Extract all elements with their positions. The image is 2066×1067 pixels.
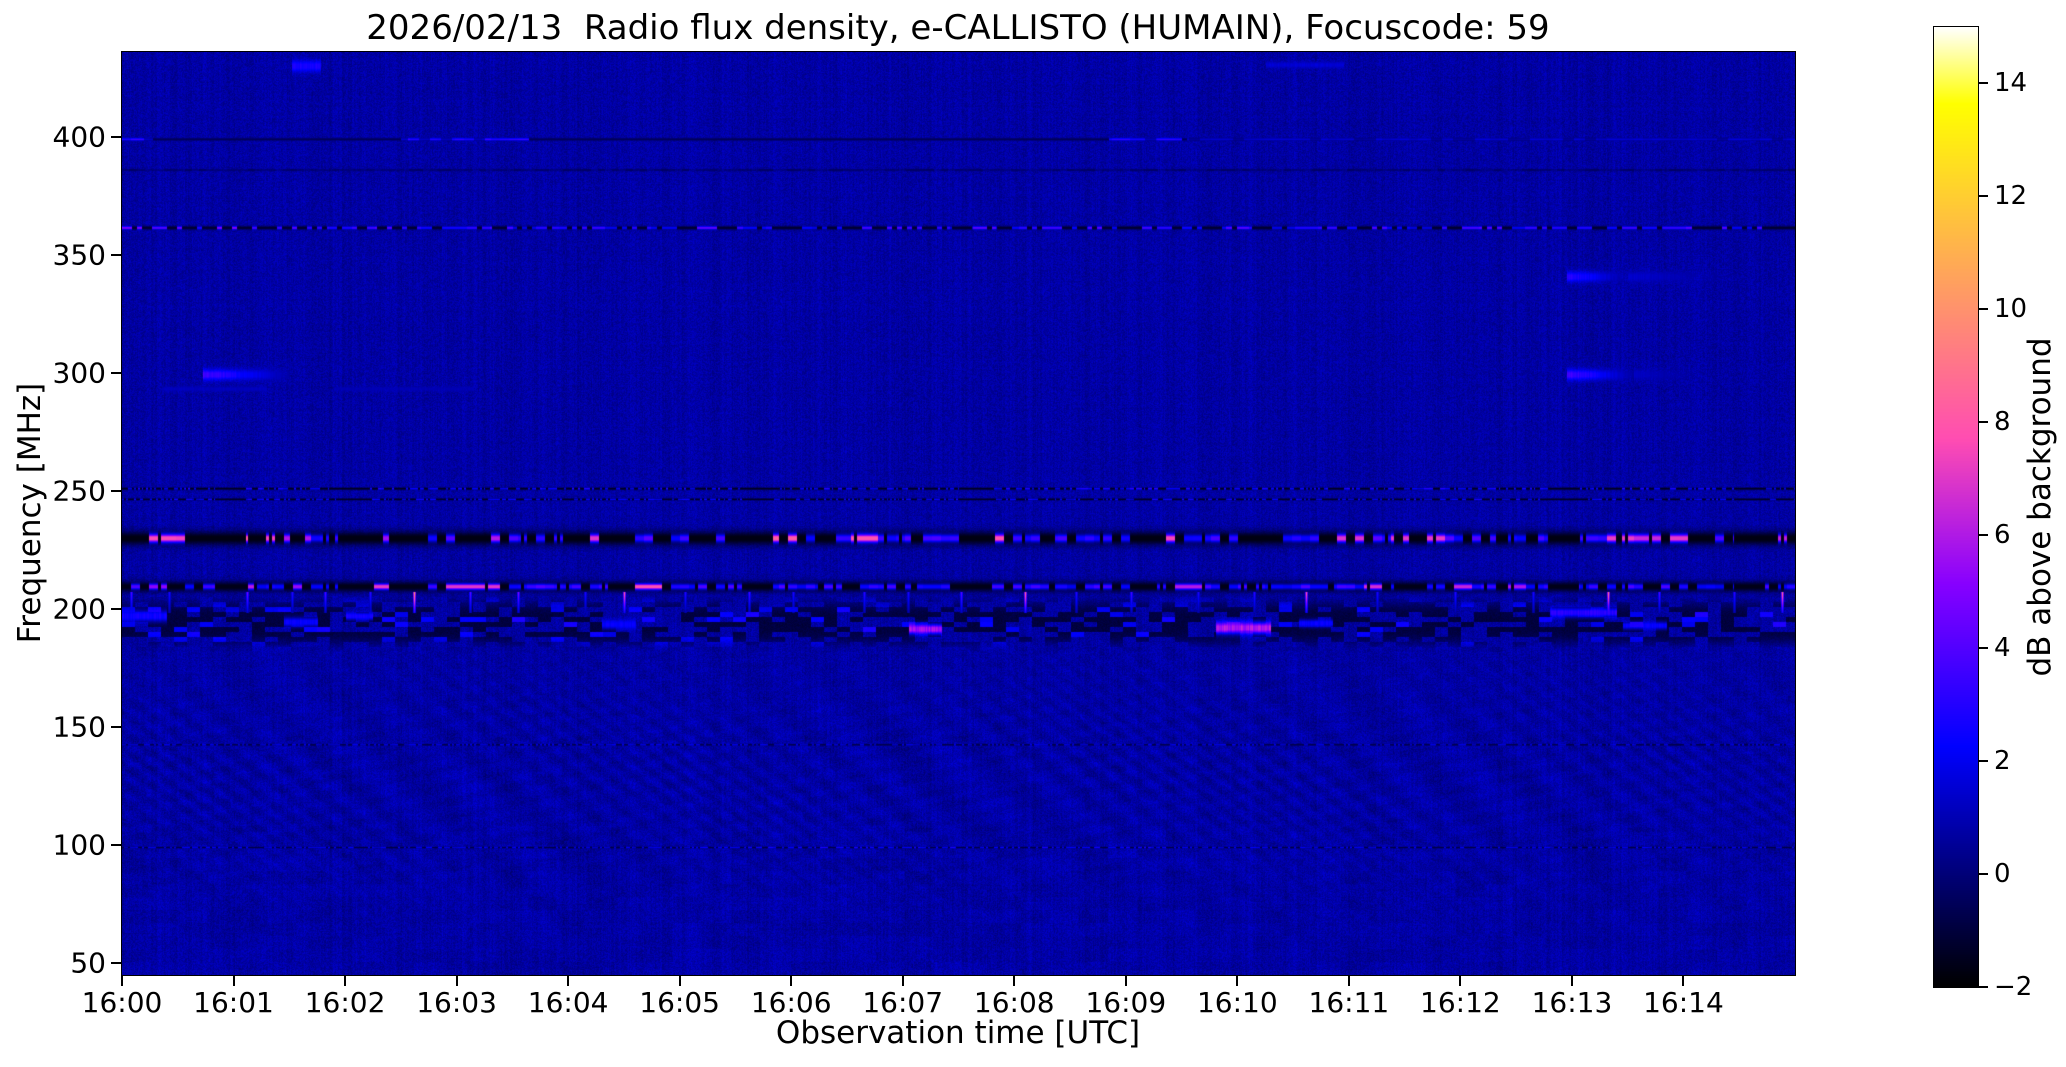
x-tick-label: 16:02 xyxy=(304,986,386,1019)
colorbar-tick-label: −2 xyxy=(1994,972,2033,1002)
colorbar-gradient xyxy=(1934,27,1978,987)
x-tick xyxy=(1236,976,1239,986)
x-tick xyxy=(121,976,123,986)
y-tick-label: 400 xyxy=(52,120,106,154)
x-tick xyxy=(678,976,681,986)
y-tick xyxy=(111,962,121,965)
colorbar-tick xyxy=(1979,534,1988,537)
colorbar xyxy=(1933,26,1979,988)
x-tick-label: 16:04 xyxy=(527,986,609,1019)
y-tick xyxy=(111,490,121,493)
x-tick xyxy=(1459,976,1462,986)
colorbar-tick-label: 0 xyxy=(1994,859,2011,890)
x-tick-label: 16:11 xyxy=(1308,986,1390,1019)
x-tick xyxy=(1013,976,1016,986)
colorbar-tick xyxy=(1979,760,1988,763)
colorbar-tick-label: 10 xyxy=(1994,294,2028,325)
colorbar-tick xyxy=(1979,647,1988,650)
colorbar-tick xyxy=(1979,421,1988,424)
chart-title: 2026/02/13 Radio flux density, e-CALLIST… xyxy=(366,8,1550,48)
colorbar-tick xyxy=(1979,986,1988,988)
colorbar-tick-label: 6 xyxy=(1994,520,2011,551)
colorbar-tick-label: 8 xyxy=(1994,407,2011,438)
colorbar-label: dB above background xyxy=(2022,337,2058,677)
x-tick xyxy=(1347,976,1350,986)
x-tick xyxy=(567,976,570,986)
x-tick-label: 16:14 xyxy=(1643,986,1724,1019)
y-tick xyxy=(111,254,121,256)
y-tick xyxy=(111,726,121,729)
x-tick xyxy=(344,976,347,986)
colorbar-tick xyxy=(1979,873,1988,876)
x-tick-label: 16:09 xyxy=(1085,986,1167,1019)
x-tick xyxy=(1124,976,1127,986)
x-tick-label: 16:00 xyxy=(81,986,163,1019)
x-tick-label: 16:07 xyxy=(862,986,944,1019)
x-tick-label: 16:12 xyxy=(1420,986,1501,1019)
y-tick xyxy=(111,372,121,375)
y-tick xyxy=(111,844,121,847)
y-tick xyxy=(111,608,121,611)
plot-area xyxy=(121,51,1796,976)
colorbar-tick-label: 2 xyxy=(1994,746,2011,777)
x-tick-label: 16:01 xyxy=(193,986,274,1019)
spectrogram-canvas xyxy=(122,52,1795,975)
x-tick-label: 16:13 xyxy=(1531,986,1613,1019)
y-tick-label: 50 xyxy=(70,946,106,980)
colorbar-tick-label: 14 xyxy=(1994,68,2028,99)
colorbar-tick xyxy=(1979,195,1988,198)
x-tick xyxy=(790,976,793,986)
y-tick-label: 300 xyxy=(52,356,106,390)
y-tick-label: 100 xyxy=(52,828,106,862)
x-axis-label: Observation time [UTC] xyxy=(775,1015,1141,1051)
x-tick-label: 16:10 xyxy=(1196,986,1278,1019)
x-tick xyxy=(1682,976,1685,986)
x-tick-label: 16:08 xyxy=(973,986,1055,1019)
x-tick xyxy=(455,976,458,986)
colorbar-tick xyxy=(1979,308,1988,311)
x-tick-label: 16:06 xyxy=(750,986,832,1019)
colorbar-tick-label: 4 xyxy=(1994,633,2011,664)
y-tick xyxy=(111,135,121,138)
x-tick-label: 16:03 xyxy=(416,986,497,1019)
x-tick xyxy=(232,976,235,986)
y-tick-label: 200 xyxy=(52,592,106,626)
y-tick-label: 150 xyxy=(52,710,106,744)
x-tick-label: 16:05 xyxy=(639,986,721,1019)
colorbar-tick-label: 12 xyxy=(1994,181,2028,212)
colorbar-tick xyxy=(1979,82,1988,85)
x-tick xyxy=(1570,976,1573,986)
y-tick-label: 250 xyxy=(52,474,106,508)
x-tick xyxy=(901,976,904,986)
y-tick-label: 350 xyxy=(52,238,106,272)
